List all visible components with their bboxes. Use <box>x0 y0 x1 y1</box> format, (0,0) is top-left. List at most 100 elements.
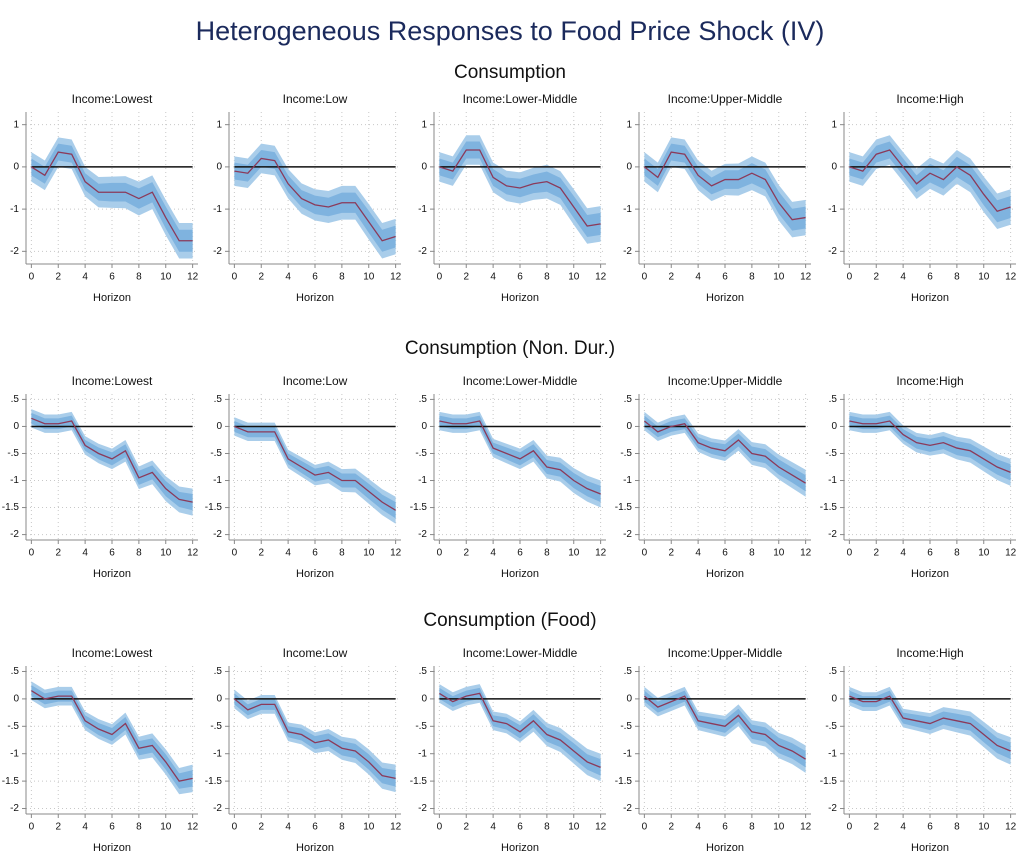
x-axis-label: Horizon <box>911 842 949 854</box>
x-tick-label: 6 <box>722 548 728 559</box>
x-tick-label: 4 <box>490 548 496 559</box>
confidence-band <box>31 143 193 252</box>
y-tick-label: -.5 <box>415 721 427 732</box>
x-axis-label: Horizon <box>296 292 334 304</box>
confidence-band <box>31 412 193 511</box>
x-tick-label: 2 <box>668 822 674 833</box>
x-tick-label: 12 <box>595 822 607 833</box>
x-tick-label: 6 <box>517 548 523 559</box>
x-tick-label: 2 <box>55 822 61 833</box>
x-tick-label: 12 <box>800 822 812 833</box>
x-tick-label: 0 <box>847 272 853 283</box>
x-tick-label: 6 <box>109 822 115 833</box>
response-line <box>643 420 806 484</box>
chart-title: Income:Low <box>283 92 348 106</box>
y-tick-label: -1 <box>623 748 632 759</box>
confidence-band <box>644 690 806 768</box>
confidence-band <box>31 685 193 789</box>
confidence-band <box>849 415 1011 481</box>
x-tick-label: 6 <box>109 548 115 559</box>
y-tick-label: -2 <box>623 246 632 257</box>
response-line <box>439 149 601 227</box>
y-tick-label: 1 <box>216 119 222 130</box>
chart-title: Income:Lower-Middle <box>463 646 578 660</box>
x-tick-label: 4 <box>695 548 701 559</box>
y-tick-label: -.5 <box>415 448 427 459</box>
x-tick-label: 4 <box>82 272 88 283</box>
x-tick-label: 2 <box>873 822 879 833</box>
x-tick-label: 6 <box>927 548 933 559</box>
y-tick-label: 0 <box>13 694 19 705</box>
y-tick-label: -2 <box>828 246 837 257</box>
x-tick-label: 4 <box>490 272 496 283</box>
x-tick-label: 4 <box>285 272 291 283</box>
y-tick-label: -1 <box>213 475 222 486</box>
y-tick-label: -.5 <box>7 721 19 732</box>
x-tick-label: 0 <box>437 548 443 559</box>
y-tick-label: -2 <box>623 803 632 814</box>
x-axis-label: Horizon <box>93 842 131 854</box>
x-tick-label: 12 <box>1005 548 1017 559</box>
chart-title: Income:Lower-Middle <box>463 374 578 388</box>
section-title: Consumption (Non. Dur.) <box>405 338 615 359</box>
x-tick-label: 8 <box>954 822 960 833</box>
y-tick-label: .5 <box>11 666 20 677</box>
x-tick-label: 10 <box>568 272 580 283</box>
x-tick-label: 4 <box>82 548 88 559</box>
x-tick-label: 8 <box>544 822 550 833</box>
y-tick-label: 0 <box>831 162 837 173</box>
y-tick-label: -2 <box>418 246 427 257</box>
y-tick-label: 0 <box>626 421 632 432</box>
y-tick-label: 0 <box>13 421 19 432</box>
y-tick-label: 0 <box>421 162 427 173</box>
y-tick-label: 0 <box>626 694 632 705</box>
y-tick-label: -2 <box>828 529 837 540</box>
y-tick-label: -1 <box>10 475 19 486</box>
y-tick-label: 1 <box>13 119 19 130</box>
x-tick-label: 2 <box>258 822 264 833</box>
x-tick-label: 10 <box>160 548 172 559</box>
y-tick-label: -1 <box>623 475 632 486</box>
x-tick-label: 6 <box>312 548 318 559</box>
x-tick-label: 0 <box>232 822 238 833</box>
chart-title: Income:Lowest <box>72 646 153 660</box>
y-tick-label: -1 <box>418 475 427 486</box>
x-tick-label: 8 <box>954 272 960 283</box>
x-tick-label: 10 <box>363 272 375 283</box>
x-tick-label: 8 <box>136 272 142 283</box>
x-tick-label: 4 <box>900 822 906 833</box>
y-tick-label: 0 <box>421 694 427 705</box>
x-tick-label: 10 <box>978 548 990 559</box>
x-tick-label: 10 <box>773 822 785 833</box>
y-tick-label: 1 <box>626 119 632 130</box>
y-tick-label: -2 <box>213 803 222 814</box>
confidence-band <box>439 141 601 237</box>
x-axis-label: Horizon <box>296 568 334 580</box>
x-tick-label: 8 <box>339 822 345 833</box>
x-tick-label: 12 <box>1005 822 1017 833</box>
response-line <box>234 157 396 242</box>
y-tick-label: -2 <box>828 803 837 814</box>
y-tick-label: 0 <box>216 162 222 173</box>
x-tick-label: 4 <box>490 822 496 833</box>
y-tick-label: .5 <box>214 666 223 677</box>
chart-title: Income:Low <box>283 374 348 388</box>
y-tick-label: 0 <box>13 162 19 173</box>
chart-title: Income:High <box>896 374 963 388</box>
x-tick-label: 10 <box>773 548 785 559</box>
x-axis-label: Horizon <box>911 568 949 580</box>
x-tick-label: 0 <box>847 548 853 559</box>
y-tick-label: -1 <box>213 748 222 759</box>
y-tick-label: -.5 <box>825 721 837 732</box>
y-tick-label: -1.5 <box>2 502 20 513</box>
response-line <box>31 151 193 242</box>
y-tick-label: -1.5 <box>820 776 838 787</box>
x-tick-label: 8 <box>136 822 142 833</box>
x-tick-label: 10 <box>363 822 375 833</box>
response-line <box>849 149 1011 212</box>
y-tick-label: -1 <box>828 748 837 759</box>
x-tick-label: 6 <box>927 272 933 283</box>
chart-title: Income:Upper-Middle <box>668 92 783 106</box>
y-tick-label: .5 <box>214 394 223 405</box>
chart-title: Income:Lowest <box>72 374 153 388</box>
